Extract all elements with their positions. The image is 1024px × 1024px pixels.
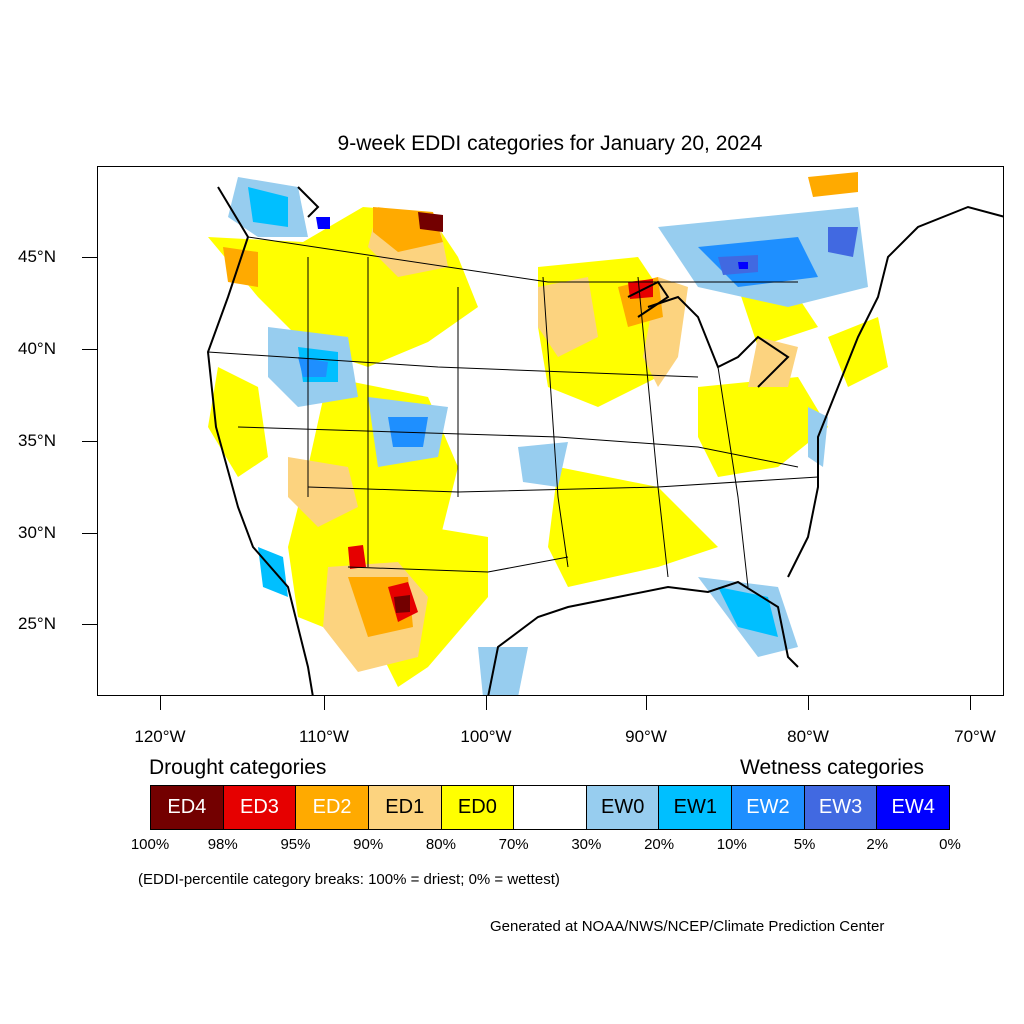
lat-tick: [82, 349, 97, 350]
credit-text: Generated at NOAA/NWS/NCEP/Climate Predi…: [490, 918, 885, 935]
ed3-regions: [348, 279, 653, 622]
wetness-heading: Wetness categories: [740, 756, 925, 779]
percentile-label: 10%: [716, 836, 747, 853]
legend-box-neutral: [514, 786, 587, 829]
legend-box-ed3: ED3: [223, 786, 297, 829]
lat-tick: [82, 533, 97, 534]
percentile-label: 98%: [207, 836, 238, 853]
lat-tick: [82, 624, 97, 625]
legend-box-ew2: EW2: [732, 786, 805, 829]
coastlines: [206, 186, 1003, 695]
lon-tick: [970, 696, 971, 710]
eddi-map: [97, 166, 1004, 696]
percentile-label: 95%: [280, 836, 311, 853]
lat-label-25: 25°N: [18, 614, 56, 633]
legend-box-ew1: EW1: [659, 786, 733, 829]
legend-box-ew3: EW3: [804, 786, 878, 829]
lat-tick: [82, 441, 97, 442]
lat-tick: [82, 257, 97, 258]
percentile-label: 70%: [498, 836, 529, 853]
category-legend: ED4 ED3 ED2 ED1 ED0 EW0 EW1 EW2 EW3 EW4: [150, 785, 950, 830]
lon-label-120: 120°W: [134, 727, 186, 746]
ed4-regions: [394, 212, 443, 613]
percentile-label: 90%: [353, 836, 384, 853]
ew1-regions: [248, 187, 778, 637]
percentile-label: 0%: [939, 836, 961, 853]
percentile-label: 2%: [866, 836, 889, 853]
state-borders: [207, 236, 819, 588]
legend-box-ed2: ED2: [296, 786, 369, 829]
legend-box-ew0: EW0: [586, 786, 660, 829]
percentile-label: 80%: [425, 836, 456, 853]
category-note: (EDDI-percentile category breaks: 100% =…: [138, 871, 560, 888]
lon-tick: [486, 696, 487, 710]
ew4-regions: [316, 217, 748, 269]
lat-label-35: 35°N: [18, 431, 56, 450]
legend-box-ed4: ED4: [151, 786, 224, 829]
legend-box-ew4: EW4: [877, 786, 950, 829]
lon-label-110: 110°W: [299, 727, 349, 746]
lon-label-80: 80°W: [787, 727, 829, 746]
percentile-label: 5%: [793, 836, 816, 853]
legend-box-ed1: ED1: [368, 786, 442, 829]
lon-tick: [808, 696, 809, 710]
map-canvas: [206, 172, 1003, 695]
percentile-label: 100%: [130, 836, 170, 853]
lon-tick: [324, 696, 325, 710]
lon-label-90: 90°W: [625, 727, 667, 746]
lat-label-30: 30°N: [18, 523, 56, 542]
lon-label-70: 70°W: [954, 727, 996, 746]
lat-label-45: 45°N: [18, 247, 56, 266]
percentile-label: 20%: [644, 836, 675, 853]
lon-tick: [646, 696, 647, 710]
percentile-label: 30%: [571, 836, 602, 853]
legend-box-ed0: ED0: [441, 786, 515, 829]
lat-label-40: 40°N: [18, 339, 56, 358]
map-title: 9-week EDDI categories for January 20, 2…: [337, 132, 763, 155]
ew3-regions: [718, 227, 858, 275]
lon-label-100: 100°W: [460, 727, 512, 746]
drought-heading: Drought categories: [149, 756, 327, 779]
lon-tick: [160, 696, 161, 710]
